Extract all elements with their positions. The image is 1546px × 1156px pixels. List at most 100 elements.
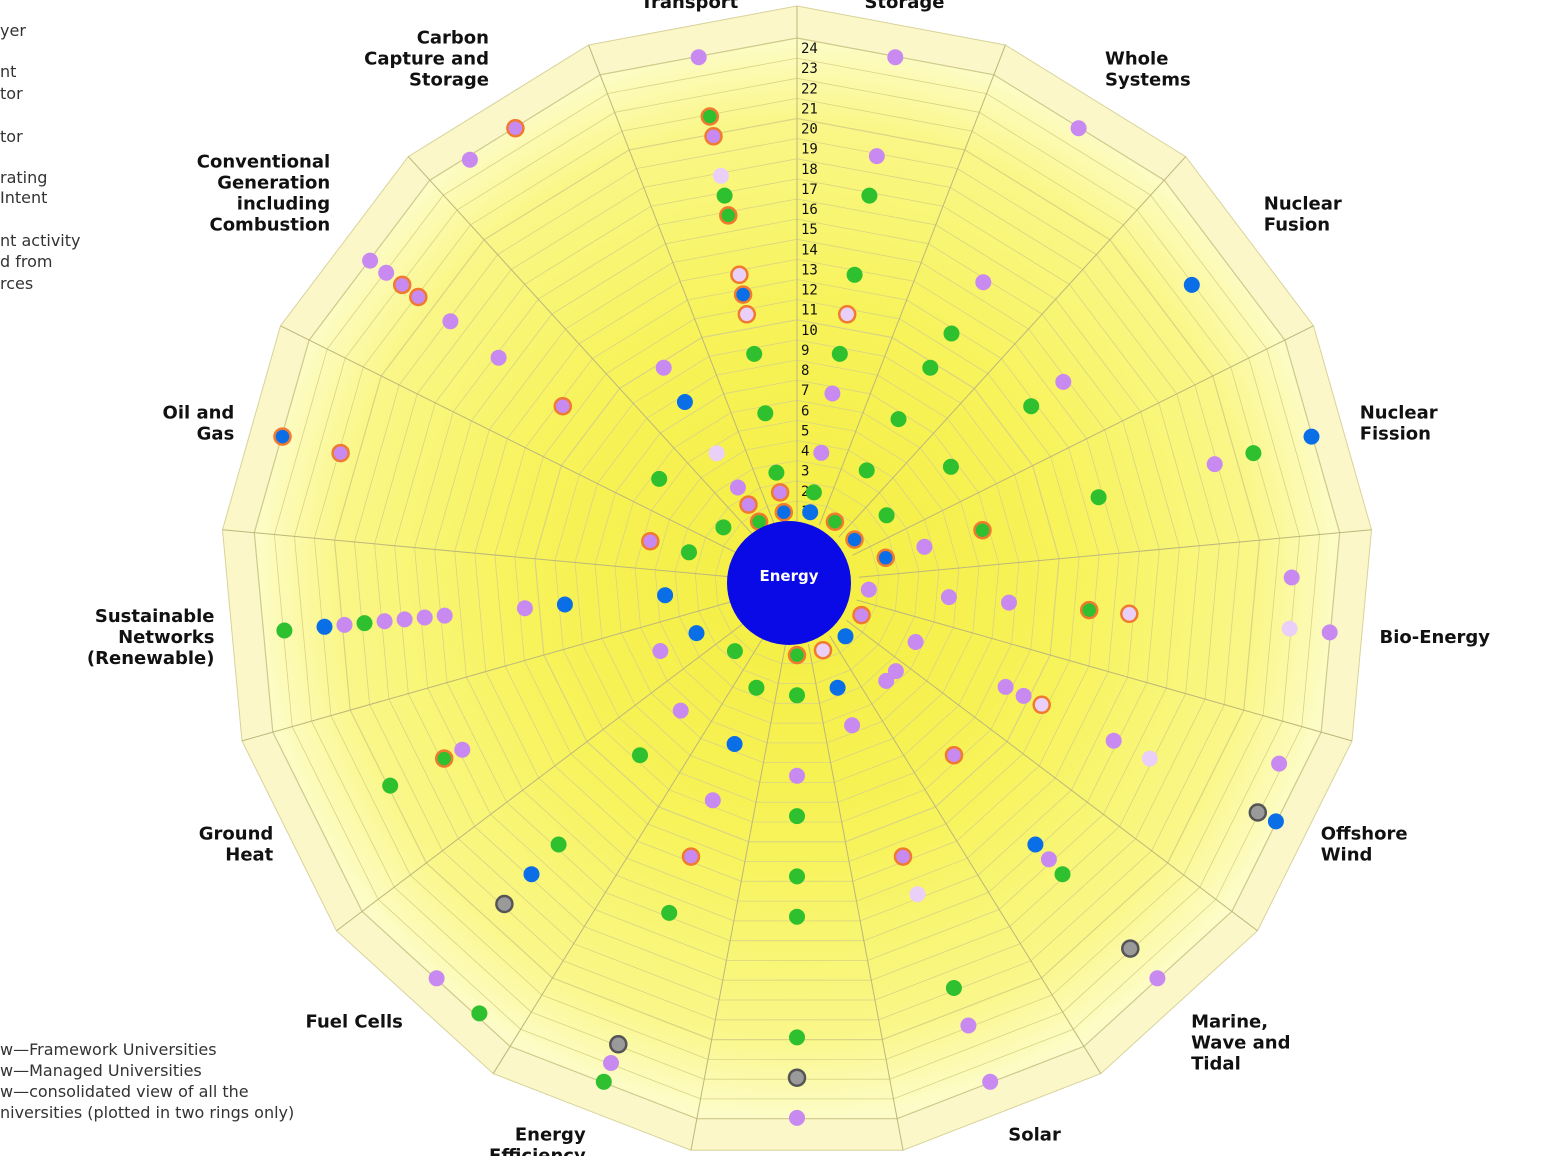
sector-label-line: Storage bbox=[864, 0, 944, 13]
ring-number: 5 bbox=[801, 423, 809, 439]
sector-label-line: Solar bbox=[1008, 1125, 1061, 1146]
sector-label-line: Generation bbox=[217, 173, 330, 194]
sector-label: Nuclear Fusion bbox=[1264, 194, 1342, 236]
ring-number: 22 bbox=[801, 81, 818, 97]
activity-dot bbox=[789, 868, 805, 885]
activity-dot bbox=[376, 613, 393, 630]
activity-dot bbox=[824, 385, 841, 402]
sector-divider bbox=[852, 325, 1314, 556]
activity-dot bbox=[1070, 120, 1087, 137]
activity-dot bbox=[362, 252, 379, 269]
activity-dot bbox=[860, 581, 877, 598]
activity-dot bbox=[428, 970, 445, 987]
activity-dot bbox=[844, 717, 861, 734]
energy-hub-circle bbox=[727, 521, 851, 645]
energy-hub-label: Energy bbox=[759, 567, 818, 585]
sector-label-line: Marine, bbox=[1191, 1011, 1268, 1032]
ring bbox=[534, 319, 1060, 843]
activity-dot bbox=[789, 767, 805, 784]
activity-dot bbox=[1054, 866, 1071, 883]
sector-label-line: Nuclear bbox=[1360, 402, 1438, 423]
activity-dot bbox=[632, 747, 648, 764]
ring-number: 15 bbox=[801, 222, 818, 238]
sector-label: Sustainable Networks (Renewable) bbox=[87, 606, 215, 669]
sector-divider bbox=[407, 156, 756, 538]
activity-dot bbox=[676, 394, 693, 410]
ring-number: 23 bbox=[801, 61, 818, 77]
activity-dot bbox=[802, 504, 819, 521]
activity-dot bbox=[945, 980, 962, 996]
activity-dot bbox=[1248, 803, 1268, 822]
activity-dot bbox=[878, 507, 895, 524]
activity-dot bbox=[378, 264, 395, 281]
ring-number-scale: 123456789101112131415161718192021222324 bbox=[801, 41, 818, 520]
activity-dot bbox=[973, 520, 992, 540]
activity-dot bbox=[490, 349, 507, 366]
activity-dot bbox=[878, 672, 895, 689]
legend-text: tor bbox=[0, 127, 23, 146]
ring-number: 16 bbox=[801, 202, 818, 218]
activity-dot bbox=[887, 49, 904, 66]
activity-dot bbox=[1267, 813, 1284, 830]
activity-dot bbox=[1079, 600, 1099, 620]
activity-dot bbox=[1303, 428, 1320, 445]
activity-dot bbox=[595, 1073, 612, 1090]
sector-divider bbox=[818, 44, 1006, 526]
activity-dot bbox=[719, 206, 738, 225]
sector-label-line: Transport bbox=[641, 0, 739, 13]
ring bbox=[654, 440, 940, 724]
activity-dot bbox=[436, 607, 453, 624]
activity-dot bbox=[770, 483, 790, 502]
activity-dot bbox=[1001, 594, 1017, 611]
activity-dot bbox=[748, 679, 765, 696]
activity-dot bbox=[1245, 445, 1262, 462]
activity-dot bbox=[1149, 970, 1166, 987]
legend-text: nt bbox=[0, 62, 17, 81]
activity-dot bbox=[396, 611, 413, 628]
sector-label: Conventional Generation including Combustio… bbox=[197, 152, 330, 236]
activity-dot bbox=[1206, 456, 1223, 473]
activity-dot bbox=[655, 359, 672, 376]
ring bbox=[514, 299, 1080, 862]
sector-label-line: Oil and bbox=[163, 402, 235, 423]
activity-dot bbox=[1183, 276, 1200, 293]
activity-dot bbox=[273, 427, 292, 446]
activity-dot bbox=[789, 908, 805, 925]
activity-dot bbox=[652, 643, 669, 659]
ring-number: 13 bbox=[801, 262, 818, 278]
activity-dot bbox=[661, 904, 678, 921]
legend-text: w—consolidated view of all the bbox=[0, 1082, 249, 1101]
ring-number: 10 bbox=[801, 323, 818, 339]
activity-dot bbox=[922, 359, 939, 376]
activity-dot bbox=[1105, 732, 1122, 749]
activity-dot bbox=[890, 411, 907, 428]
legend-text: w—Managed Universities bbox=[0, 1061, 202, 1080]
activity-dot bbox=[1281, 620, 1298, 637]
activity-dot bbox=[506, 118, 525, 138]
activity-dot bbox=[316, 618, 333, 635]
activity-dot bbox=[997, 678, 1014, 695]
sector-label-line: Bio-Energy bbox=[1380, 627, 1491, 648]
sector-divider bbox=[690, 643, 787, 1151]
legend-text: nt activity bbox=[0, 231, 81, 250]
activity-dot bbox=[1121, 939, 1140, 958]
activity-dot bbox=[726, 643, 743, 660]
activity-dot bbox=[787, 1068, 807, 1087]
activity-dot bbox=[789, 1109, 805, 1126]
ring-number: 9 bbox=[801, 343, 809, 359]
activity-dot bbox=[1271, 755, 1288, 772]
ring-number: 21 bbox=[801, 101, 818, 117]
activity-dot bbox=[392, 275, 412, 295]
activity-dot bbox=[1141, 750, 1158, 767]
activity-dot bbox=[825, 512, 845, 531]
sector-label-line: (Renewable) bbox=[87, 648, 215, 669]
ring-number: 3 bbox=[801, 464, 809, 480]
activity-dot bbox=[1120, 604, 1139, 624]
ring-number: 12 bbox=[801, 283, 818, 299]
activity-dot bbox=[471, 1005, 488, 1022]
activity-dot bbox=[461, 151, 478, 168]
sector-label-line: Nuclear bbox=[1264, 194, 1342, 215]
activity-dot bbox=[837, 628, 854, 645]
sector-label: Marine, Wave and Tidal bbox=[1191, 1011, 1290, 1074]
